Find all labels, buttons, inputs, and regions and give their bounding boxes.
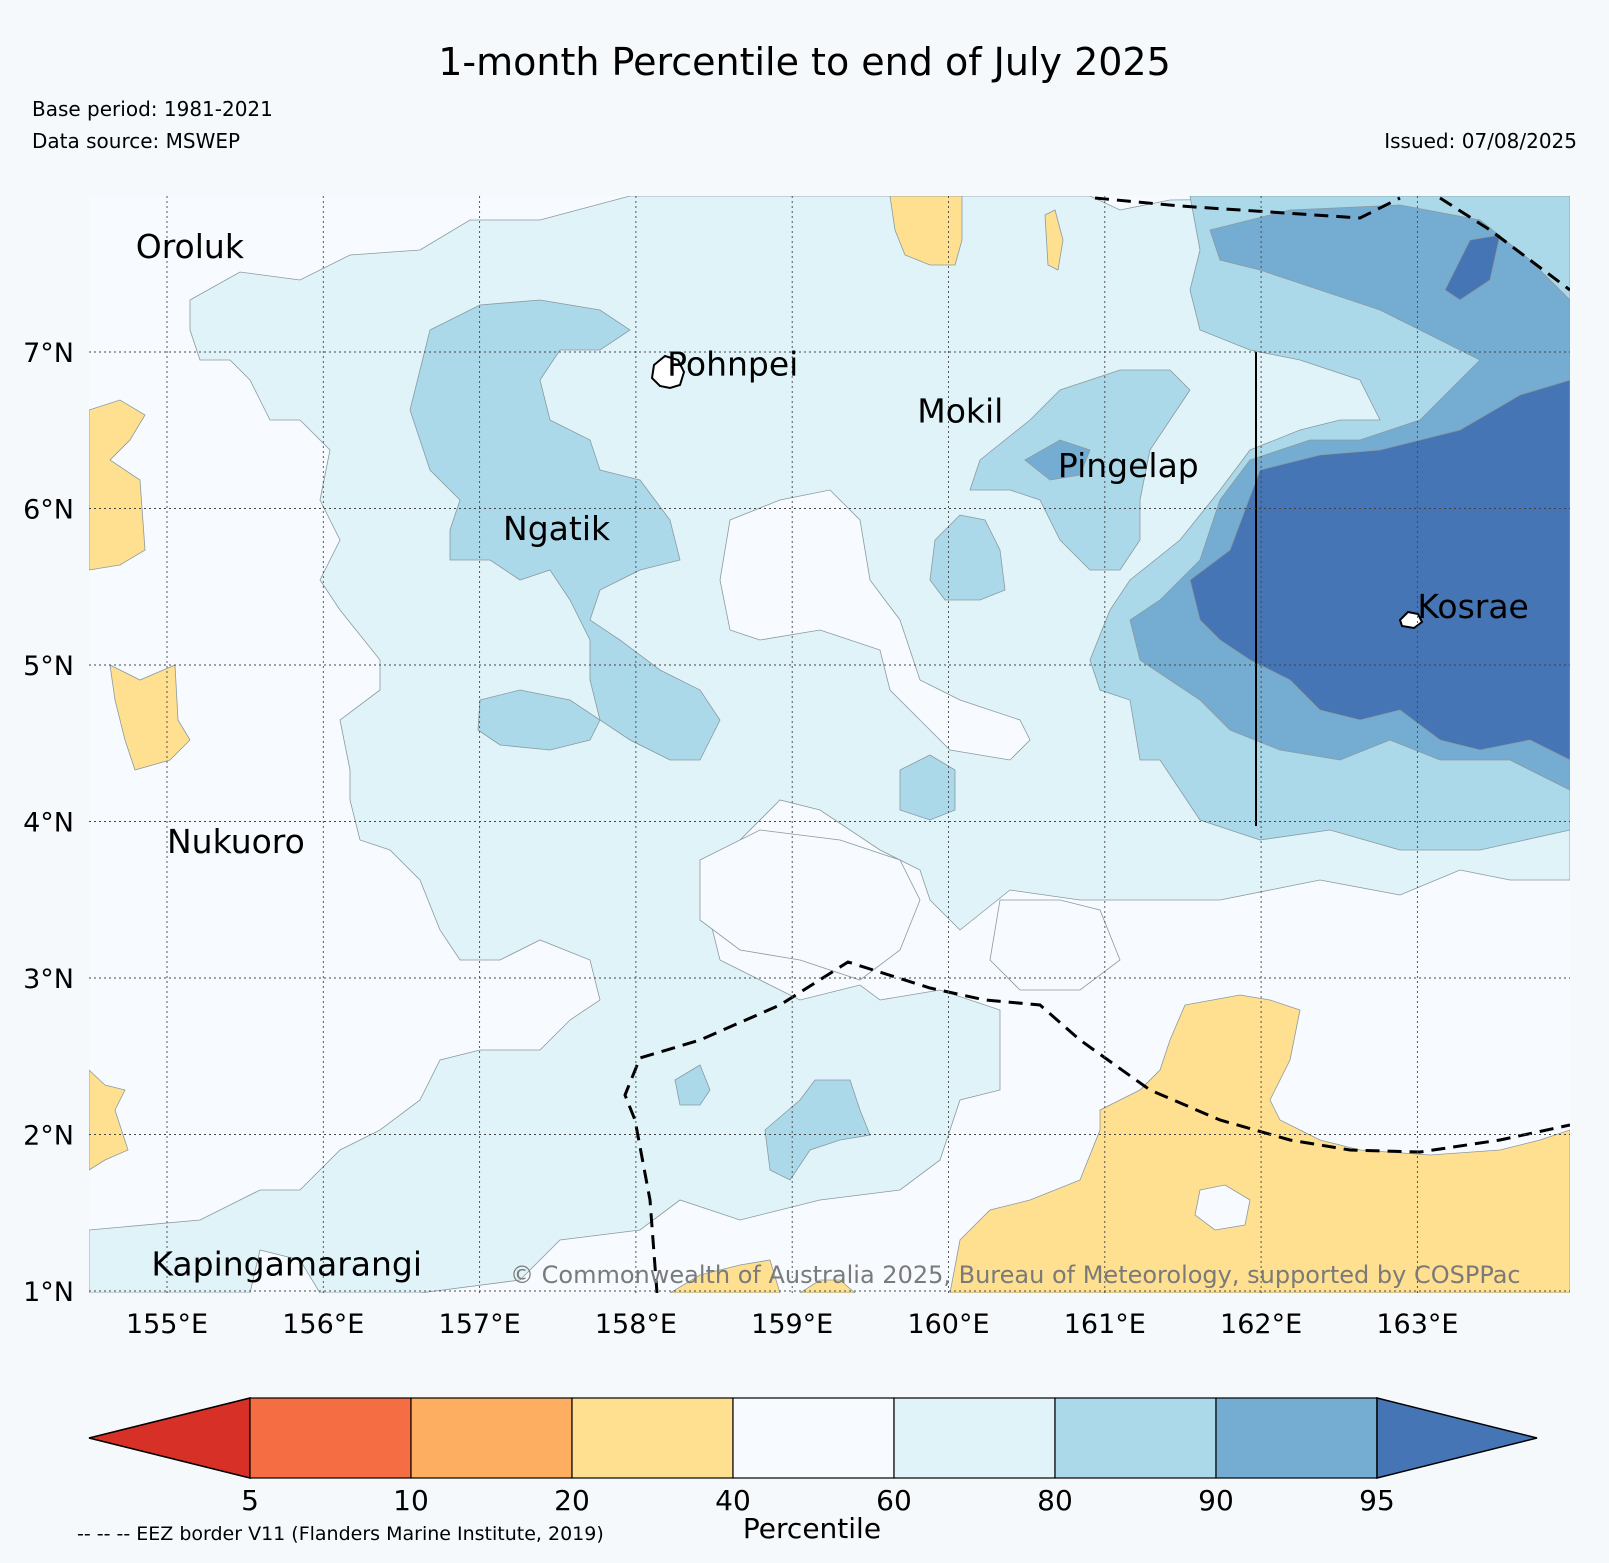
lon-label: 159°E: [751, 1309, 833, 1340]
map-title: 1-month Percentile to end of July 2025: [438, 40, 1171, 84]
percentile-above-95-north: [1444, 234, 1501, 301]
lat-label: 3°N: [23, 964, 74, 995]
percentile-80-90-west-patch: [409, 299, 721, 761]
percentile-20-40-north-2: [1044, 209, 1064, 271]
percentile-20-40-south: [669, 1259, 781, 1293]
lat-label: 2°N: [23, 1121, 74, 1152]
issued-date-text: Issued: 07/08/2025: [1384, 129, 1577, 153]
lat-label: 1°N: [23, 1277, 74, 1308]
percentile-90-95-pingelap: [1024, 439, 1091, 481]
place-label-oroluk: Oroluk: [136, 227, 245, 266]
percentile-80-90-south: [764, 1079, 871, 1181]
lon-label: 158°E: [595, 1309, 677, 1340]
latitude-labels: 7°N 6°N 5°N 4°N 3°N 2°N 1°N: [23, 338, 74, 1308]
place-label-kosrae: Kosrae: [1417, 587, 1528, 626]
percentile-80-90-small-4: [674, 1064, 711, 1106]
lat-label: 6°N: [23, 495, 74, 526]
map-area: [89, 196, 1570, 1293]
colorbar-tick: 60: [876, 1484, 912, 1517]
colorbar-segment: [1215, 1397, 1378, 1479]
copyright-text: © Commonwealth of Australia 2025, Bureau…: [510, 1261, 1521, 1289]
percentile-20-40-west-3: [89, 1069, 129, 1171]
longitude-labels: 155°E 156°E 157°E 158°E 159°E 160°E 161°E 162°E…: [126, 1309, 1459, 1340]
percentile-40-60-gap-1: [719, 489, 1031, 761]
place-label-mokil: Mokil: [917, 391, 1003, 430]
colorbar-extend-high: [1376, 1397, 1538, 1479]
colorbar-segment: [1054, 1397, 1217, 1479]
colorbar-tick: 20: [554, 1484, 590, 1517]
colorbar-title: Percentile: [743, 1512, 881, 1545]
percentile-20-40-south-2: [799, 1279, 856, 1293]
lon-label: 160°E: [907, 1309, 989, 1340]
lat-label: 4°N: [23, 808, 74, 839]
place-label-pohnpei: Pohnpei: [667, 344, 798, 383]
place-label-pingelap: Pingelap: [1058, 446, 1199, 485]
colorbar-tick: 95: [1359, 1484, 1395, 1517]
data-source-text: Data source: MSWEP: [32, 129, 241, 153]
colorbar-segment: [732, 1397, 895, 1479]
base-period-text: Base period: 1981-2021: [32, 97, 273, 121]
map-gridlines: [89, 196, 1570, 1293]
colorbar-tick: 90: [1198, 1484, 1234, 1517]
colorbar-tick: 5: [241, 1484, 259, 1517]
colorbar: [88, 1397, 1538, 1479]
percentile-20-40-west: [89, 399, 146, 571]
place-label-nukuoro: Nukuoro: [167, 822, 305, 861]
eez-legend-note: -- -- -- EEZ border V11 (Flanders Marine…: [77, 1523, 604, 1545]
colorbar-segment: [410, 1397, 573, 1479]
colorbar-tick: 10: [393, 1484, 429, 1517]
percentile-80-90-small-1: [477, 689, 601, 751]
colorbar-tick-labels: 5 10 20 40 60 80 90 95: [241, 1484, 1395, 1517]
eez-border-north: [1094, 196, 1570, 292]
percentile-80-90-small-3: [899, 754, 956, 821]
colorbar-segment: [249, 1397, 412, 1479]
colorbar-tick: 80: [1037, 1484, 1073, 1517]
percentile-20-40-south-east: [949, 994, 1570, 1293]
kosrae-island-outline: [1398, 610, 1424, 630]
pohnpei-island-outline: [650, 354, 686, 390]
lon-label: 161°E: [1064, 1309, 1146, 1340]
lon-label: 157°E: [439, 1309, 521, 1340]
lat-label: 5°N: [23, 651, 74, 682]
place-labels: Oroluk Pohnpei Mokil Pingelap Ngatik Kosrae Nu…: [136, 227, 1529, 1283]
colorbar-segment: [571, 1397, 734, 1479]
percentile-20-40-west-2: [109, 664, 191, 771]
percentile-20-40-north: [889, 196, 963, 266]
lon-label: 162°E: [1220, 1309, 1302, 1340]
percentile-40-60-hole-south: [1194, 1184, 1251, 1231]
lat-label: 7°N: [23, 338, 74, 369]
percentile-40-60-gap-3: [989, 899, 1121, 991]
colorbar-tick: 40: [715, 1484, 751, 1517]
colorbar-segment: [893, 1397, 1056, 1479]
place-label-kapingamarangi: Kapingamarangi: [151, 1244, 422, 1283]
lon-label: 163°E: [1376, 1309, 1458, 1340]
eez-border-south: [623, 960, 1570, 1293]
percentile-40-60-gap-2: [699, 829, 921, 981]
lon-label: 156°E: [282, 1309, 364, 1340]
colorbar-extend-low: [88, 1397, 251, 1479]
place-label-ngatik: Ngatik: [503, 509, 611, 548]
lon-label: 155°E: [126, 1309, 208, 1340]
